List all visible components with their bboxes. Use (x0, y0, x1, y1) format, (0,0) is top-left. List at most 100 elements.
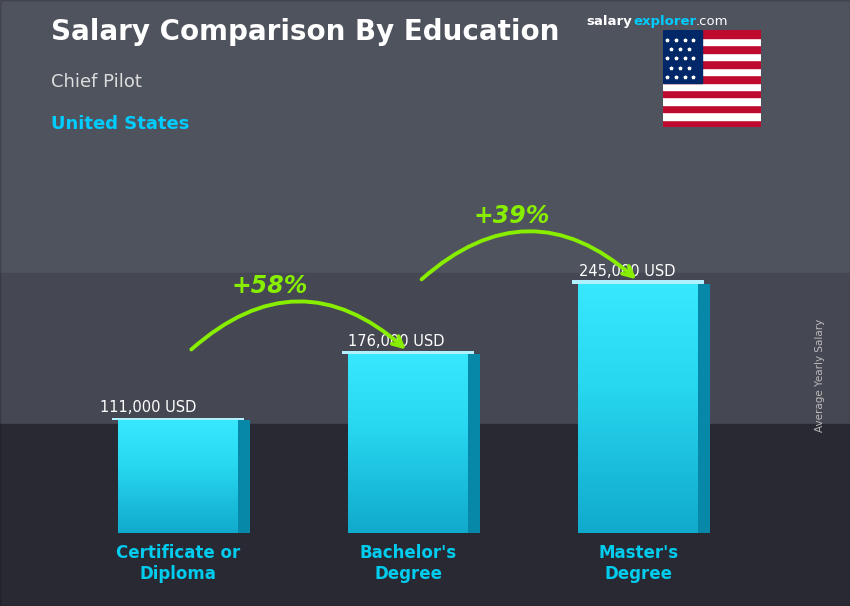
Bar (118, 494, 237, 496)
Bar (348, 384, 468, 387)
Bar (348, 364, 468, 366)
Bar (348, 510, 468, 513)
Bar (112, 418, 244, 421)
Text: 245,000 USD: 245,000 USD (579, 264, 675, 279)
Bar (579, 359, 698, 363)
Bar (118, 499, 237, 501)
Bar (118, 513, 237, 514)
Bar (118, 528, 237, 530)
Bar (348, 488, 468, 491)
Bar (579, 430, 698, 434)
Bar (118, 462, 237, 464)
Bar (579, 380, 698, 384)
Bar (118, 434, 237, 436)
Text: explorer: explorer (633, 15, 696, 28)
Bar (348, 441, 468, 444)
Bar (118, 498, 237, 499)
Bar (579, 529, 698, 533)
Bar (579, 334, 698, 338)
Bar (579, 405, 698, 409)
Bar (348, 447, 468, 450)
Bar (579, 297, 698, 301)
Bar (348, 423, 468, 426)
Bar (348, 405, 468, 408)
Bar (579, 446, 698, 450)
Bar (118, 516, 237, 518)
Bar (468, 355, 480, 533)
Bar (579, 326, 698, 330)
Bar (579, 467, 698, 471)
Bar (698, 284, 711, 533)
Bar (579, 376, 698, 380)
Bar (579, 342, 698, 347)
Bar (348, 381, 468, 384)
Bar (348, 504, 468, 507)
Bar (348, 450, 468, 453)
Bar (579, 363, 698, 367)
Bar (579, 301, 698, 305)
Text: Average Yearly Salary: Average Yearly Salary (815, 319, 825, 432)
Bar (348, 358, 468, 361)
Bar (348, 477, 468, 479)
Bar (118, 465, 237, 467)
Bar (118, 501, 237, 503)
Text: United States: United States (51, 115, 190, 133)
Bar (348, 456, 468, 459)
Bar (348, 527, 468, 530)
Bar (118, 456, 237, 458)
Bar (348, 515, 468, 518)
Bar (579, 309, 698, 313)
Bar (348, 426, 468, 429)
Bar (348, 402, 468, 405)
Bar (118, 505, 237, 507)
Bar (118, 507, 237, 509)
Bar (579, 401, 698, 405)
Bar (118, 450, 237, 453)
Bar (663, 82, 761, 90)
Bar (348, 524, 468, 527)
Bar (118, 518, 237, 520)
Bar (343, 351, 473, 355)
Bar (348, 485, 468, 488)
Bar (663, 105, 761, 112)
Bar (579, 313, 698, 318)
Bar (579, 330, 698, 334)
Bar (118, 479, 237, 481)
Bar (118, 424, 237, 426)
Bar (348, 459, 468, 462)
Bar (579, 459, 698, 463)
Bar (348, 518, 468, 521)
Bar (348, 462, 468, 465)
Bar (118, 430, 237, 431)
Text: 111,000 USD: 111,000 USD (99, 401, 196, 415)
Bar (118, 520, 237, 522)
Bar (663, 45, 761, 53)
Bar (118, 439, 237, 441)
Bar (579, 413, 698, 417)
Text: Chief Pilot: Chief Pilot (51, 73, 142, 91)
Bar (348, 429, 468, 432)
Bar (118, 469, 237, 471)
Bar (118, 477, 237, 479)
Bar (579, 454, 698, 459)
Bar (348, 494, 468, 498)
Bar (579, 388, 698, 392)
Bar (579, 293, 698, 297)
Bar (348, 468, 468, 471)
Bar (118, 530, 237, 531)
Bar (579, 496, 698, 500)
Bar (118, 421, 237, 422)
Bar (663, 120, 761, 127)
Bar (118, 484, 237, 486)
Bar (118, 488, 237, 490)
Text: Salary Comparison By Education: Salary Comparison By Education (51, 18, 559, 46)
Bar (118, 453, 237, 454)
Bar (579, 305, 698, 309)
Bar (118, 486, 237, 488)
Bar (118, 422, 237, 424)
Bar (663, 53, 761, 60)
Bar (348, 479, 468, 482)
Bar (579, 425, 698, 430)
Bar (0, 273, 850, 424)
Bar (348, 399, 468, 402)
